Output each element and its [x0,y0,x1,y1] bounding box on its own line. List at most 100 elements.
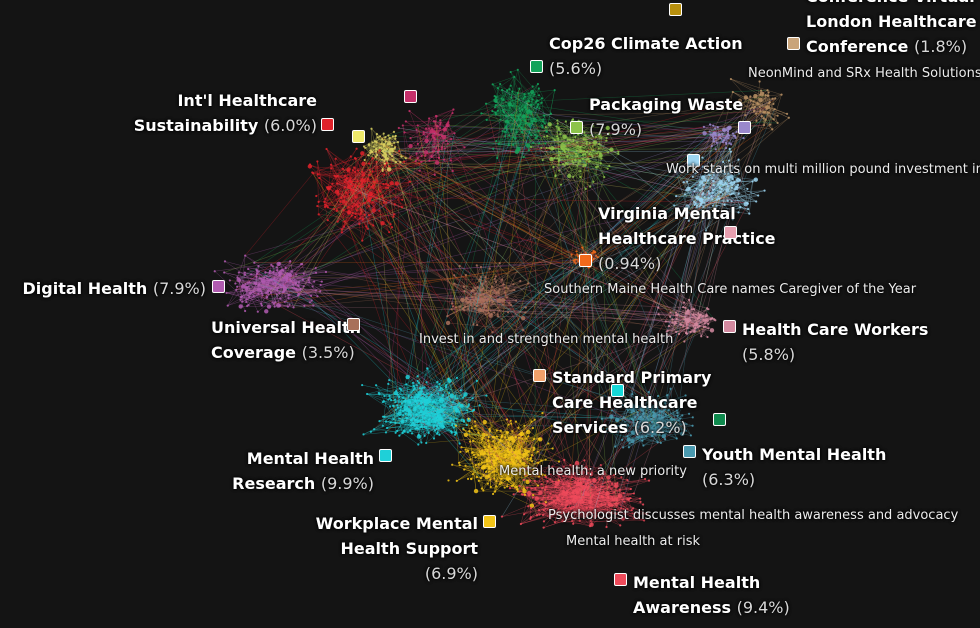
network-edge [327,181,345,208]
network-node [609,147,614,152]
network-edge [416,132,435,154]
network-node [389,180,395,186]
network-edge [431,152,438,158]
network-edge [512,94,525,106]
network-node [449,159,452,162]
network-node [355,209,358,212]
network-edge [512,94,525,145]
network-node [380,138,384,141]
network-edge [361,184,444,396]
network-node [326,206,329,209]
network-node [439,123,442,126]
network-edge [581,132,585,152]
network-node [409,156,412,159]
network-edge [409,110,443,137]
network-node [541,158,544,162]
network-edge [335,158,392,184]
network-node [361,161,366,167]
network-edge [713,135,734,138]
network-edge [349,181,376,214]
network-node [409,137,412,140]
network-edge [549,124,586,166]
network-edge [348,206,357,211]
network-node [368,205,371,208]
network-node [352,190,356,193]
network-edge [768,108,775,113]
network-edge [521,109,527,129]
network-edge [538,88,552,114]
network-node [335,182,339,185]
network-node [574,135,577,139]
network-edge [312,172,389,186]
network-edge [341,186,356,233]
network-node [509,70,512,74]
network-edge [368,195,395,215]
network-edge [343,193,371,202]
network-node [353,166,356,169]
network-node [603,175,606,179]
network-edge [344,187,387,198]
network-edge [326,164,332,206]
network-node [316,160,319,163]
network-edge [566,148,586,166]
network-node [558,150,561,153]
network-edge [517,92,537,122]
network-node [408,109,411,113]
network-edge [326,156,352,188]
network-node [372,224,375,227]
network-node [354,212,357,216]
network-edge [309,164,351,189]
network-node [752,110,756,113]
network-node [353,195,356,198]
network-node [348,185,351,188]
network-edge [382,196,391,225]
network-node [404,120,407,123]
network-edge [365,147,371,154]
network-node [344,178,347,181]
network-edge [379,136,388,145]
network-edge [525,113,552,121]
network-edge [501,98,506,132]
network-node [566,138,569,141]
network-node [576,164,579,167]
network-node [382,132,385,135]
network-node [608,164,611,168]
network-node [754,112,758,115]
network-edge [433,121,440,135]
network-edge [336,181,349,211]
network-node [491,83,494,86]
network-node [390,154,394,158]
network-node [371,208,376,213]
network-edge [324,201,350,213]
network-edge [742,96,751,104]
network-node [510,96,513,99]
network-node [534,117,537,120]
network-edge [564,150,578,157]
network-node [463,146,466,149]
network-edge [503,98,524,113]
network-edge [495,114,535,122]
network-node [363,202,367,205]
network-node [317,200,320,203]
network-node [591,155,594,158]
network-edge [505,127,520,151]
network-edge [432,129,438,163]
network-node [450,137,453,141]
network-edge [593,166,599,182]
network-node [400,155,403,158]
network-node [383,149,387,152]
network-node [504,114,508,117]
network-edge [732,91,754,105]
network-node [451,169,454,173]
network-edge [326,148,351,181]
network-node [576,145,579,148]
network-edge [565,161,590,164]
network-edge [562,141,587,146]
network-edge [373,161,377,182]
network-node [549,112,553,115]
network-node [571,159,574,162]
network-node [440,146,444,149]
network-edge [552,134,592,150]
network-node [582,165,585,168]
network-node [767,111,771,114]
